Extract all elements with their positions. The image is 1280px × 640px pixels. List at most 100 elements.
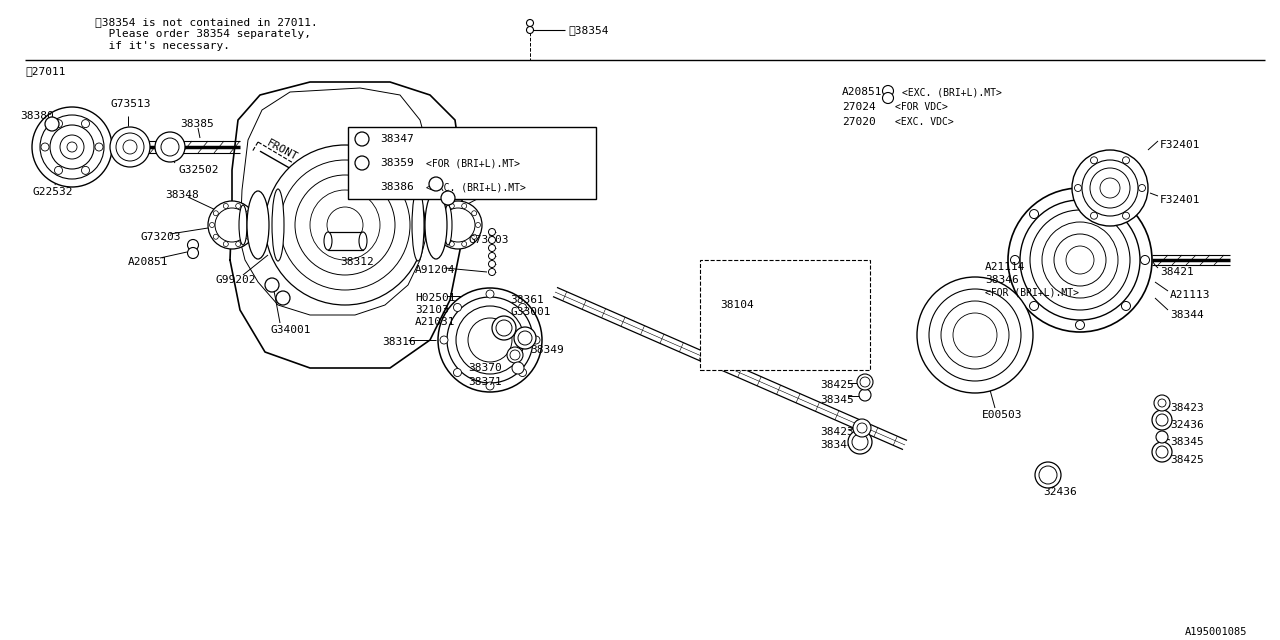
Circle shape [1075, 321, 1084, 330]
Circle shape [916, 277, 1033, 393]
Circle shape [434, 201, 483, 249]
Circle shape [512, 362, 524, 374]
Circle shape [526, 26, 534, 33]
Circle shape [515, 327, 536, 349]
Text: F32401: F32401 [1160, 140, 1201, 150]
Text: 32436: 32436 [1170, 420, 1203, 430]
Circle shape [852, 419, 870, 437]
Circle shape [187, 239, 198, 250]
Text: 1: 1 [360, 134, 365, 143]
Circle shape [1039, 466, 1057, 484]
Circle shape [442, 208, 475, 242]
Text: FRONT: FRONT [265, 138, 300, 163]
Text: 2: 2 [360, 159, 365, 168]
Circle shape [294, 175, 396, 275]
Circle shape [439, 211, 444, 216]
Circle shape [280, 160, 410, 290]
Circle shape [489, 269, 495, 275]
Text: G99202: G99202 [215, 275, 256, 285]
Circle shape [1091, 157, 1097, 164]
Text: 38371: 38371 [468, 377, 502, 387]
Circle shape [1121, 301, 1130, 310]
Text: 38345: 38345 [1170, 437, 1203, 447]
Circle shape [1091, 212, 1097, 220]
Ellipse shape [247, 191, 269, 259]
Text: ※38354: ※38354 [568, 25, 608, 35]
Circle shape [882, 86, 893, 97]
Circle shape [518, 369, 526, 376]
Circle shape [1156, 414, 1169, 426]
Circle shape [246, 234, 251, 239]
Text: G99202: G99202 [433, 149, 472, 159]
Circle shape [45, 117, 59, 131]
Circle shape [1009, 188, 1152, 332]
Circle shape [95, 143, 102, 151]
Text: 38386: 38386 [380, 182, 413, 192]
Text: 38347: 38347 [380, 134, 413, 144]
Circle shape [438, 288, 541, 392]
Text: 38385: 38385 [180, 119, 214, 129]
Circle shape [155, 132, 186, 162]
Text: 38346: 38346 [986, 275, 1019, 285]
Circle shape [276, 291, 291, 305]
Text: 38380: 38380 [20, 111, 54, 121]
Circle shape [55, 166, 63, 174]
Text: <FOR (BRI+L).MT>: <FOR (BRI+L).MT> [426, 158, 520, 168]
Circle shape [497, 320, 512, 336]
Circle shape [442, 191, 454, 205]
Circle shape [954, 313, 997, 357]
Circle shape [486, 382, 494, 390]
Circle shape [116, 133, 145, 161]
Text: 38425: 38425 [1170, 455, 1203, 465]
Circle shape [214, 211, 219, 216]
Circle shape [526, 19, 534, 26]
Circle shape [265, 278, 279, 292]
Text: 38361: 38361 [509, 295, 544, 305]
Circle shape [435, 223, 440, 227]
Circle shape [429, 177, 443, 191]
Text: A21113: A21113 [1170, 290, 1211, 300]
Circle shape [462, 241, 467, 246]
Circle shape [1074, 184, 1082, 191]
Text: G73203: G73203 [140, 232, 180, 242]
Circle shape [489, 228, 495, 236]
Circle shape [209, 201, 256, 249]
Bar [328, 232, 364, 250]
Circle shape [859, 389, 870, 401]
Circle shape [250, 223, 255, 227]
Text: 38312: 38312 [340, 257, 374, 267]
Circle shape [50, 125, 93, 169]
Text: ※27011: ※27011 [26, 66, 65, 76]
Circle shape [355, 156, 369, 170]
Circle shape [1158, 399, 1166, 407]
Text: G22532: G22532 [32, 187, 73, 197]
Text: 27024: 27024 [842, 102, 876, 112]
Circle shape [1155, 395, 1170, 411]
Circle shape [489, 244, 495, 252]
Text: if it's necessary.: if it's necessary. [95, 41, 230, 51]
Text: G34001: G34001 [270, 325, 311, 335]
Text: 38104: 38104 [721, 300, 754, 310]
Text: E00503: E00503 [982, 410, 1023, 420]
Ellipse shape [324, 232, 332, 250]
Circle shape [941, 301, 1009, 369]
Text: H02501: H02501 [415, 293, 456, 303]
Circle shape [1152, 442, 1172, 462]
Text: 38425: 38425 [820, 380, 854, 390]
Text: 38370: 38370 [468, 363, 502, 373]
Circle shape [489, 237, 495, 243]
Circle shape [215, 208, 250, 242]
Circle shape [1091, 168, 1130, 208]
Circle shape [472, 234, 476, 239]
Circle shape [55, 120, 63, 127]
Circle shape [489, 260, 495, 268]
Circle shape [447, 297, 532, 383]
Text: G32502: G32502 [178, 165, 219, 175]
Circle shape [453, 303, 462, 312]
Circle shape [1152, 410, 1172, 430]
Text: 32436: 32436 [1043, 487, 1076, 497]
Circle shape [223, 204, 228, 209]
Text: G33001: G33001 [509, 307, 550, 317]
Text: 1: 1 [445, 193, 451, 202]
Text: A195001085: A195001085 [1185, 627, 1248, 637]
